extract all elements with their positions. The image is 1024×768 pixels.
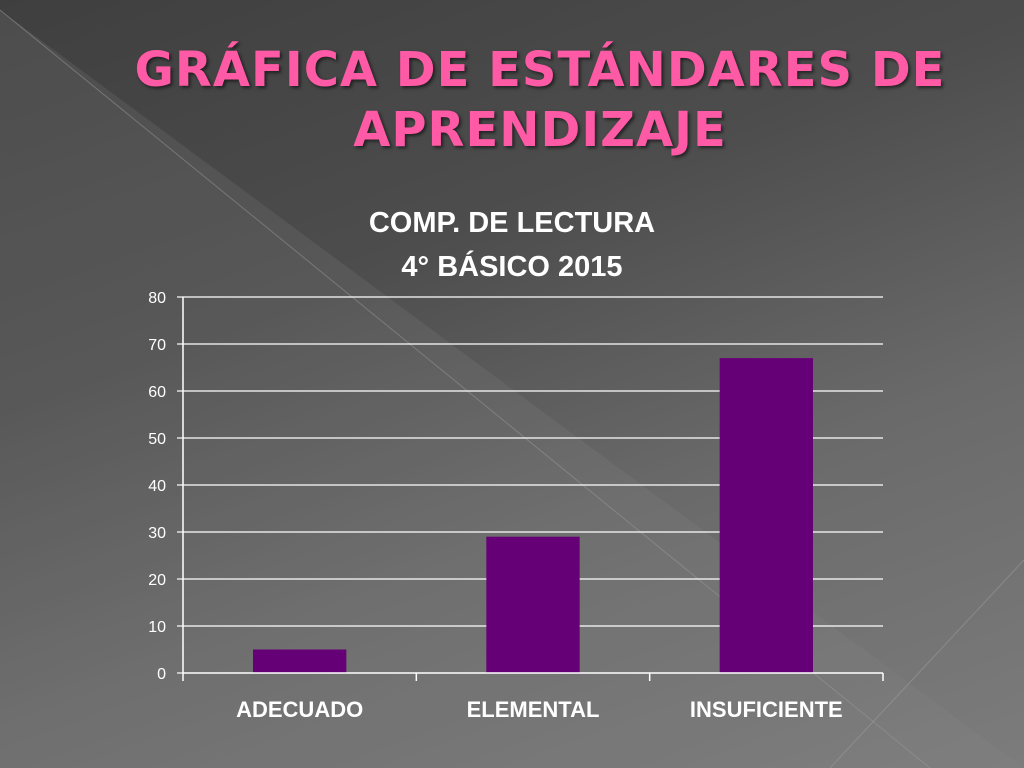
y-tick-labels: 0 10 20 30 40 50 60 70 80 — [148, 290, 166, 683]
y-tick-label: 60 — [148, 384, 166, 401]
bar-insuficiente — [719, 358, 813, 673]
x-tick-label: ADECUADO — [236, 697, 363, 722]
y-tick-label: 0 — [157, 666, 166, 683]
chart-title-line-2: 4° BÁSICO 2015 — [401, 251, 623, 283]
background-corner-line — [829, 559, 1024, 768]
y-tick-label: 20 — [148, 572, 166, 589]
y-tick-label: 80 — [148, 290, 166, 307]
x-tick-label: INSUFICIENTE — [690, 697, 843, 722]
bars — [253, 358, 813, 673]
axes — [182, 297, 884, 681]
x-tick-label: ELEMENTAL — [467, 697, 600, 722]
chart-title: COMP. DE LECTURA 4° BÁSICO 2015 — [257, 201, 767, 289]
x-tick-labels: ADECUADO ELEMENTAL INSUFICIENTE — [236, 697, 843, 722]
y-tick-label: 30 — [148, 525, 166, 542]
bar-elemental — [486, 536, 580, 673]
y-tick-label: 70 — [148, 337, 166, 354]
slide-title: GRÁFICA DE ESTÁNDARES DE APRENDIZAJE — [134, 42, 946, 158]
y-tick-label: 10 — [148, 619, 166, 636]
bar-adecuado — [253, 649, 347, 673]
y-tick-label: 40 — [148, 478, 166, 495]
chart-title-line-1: COMP. DE LECTURA — [368, 207, 656, 239]
y-tick-label: 50 — [148, 431, 166, 448]
